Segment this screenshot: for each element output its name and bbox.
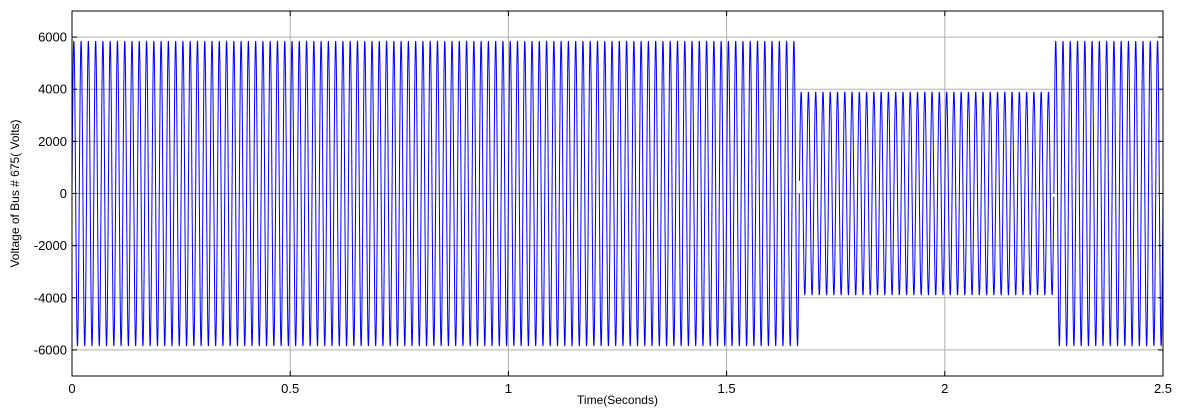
voltage-series-segment bbox=[798, 91, 1055, 296]
y-axis-label: Voltage of Bus # 675( Volts) bbox=[8, 119, 22, 267]
y-tick-label: -2000 bbox=[34, 238, 67, 253]
x-axis-label: Time(Seconds) bbox=[577, 393, 658, 407]
y-tick-label: 0 bbox=[60, 186, 67, 201]
y-tick-label: -4000 bbox=[34, 290, 67, 305]
x-tick-label: 1 bbox=[505, 381, 512, 396]
y-tick-label: 6000 bbox=[38, 30, 67, 45]
voltage-series-segment bbox=[71, 40, 800, 347]
tick-layer: 0 0.5 1 1.5 2 2.5 -6000 -4000 -2000 0 2000 4000 6000 bbox=[34, 11, 1172, 396]
x-tick-label: 1.5 bbox=[718, 381, 736, 396]
y-tick-label: 4000 bbox=[38, 82, 67, 97]
x-tick-label: 2 bbox=[941, 381, 948, 396]
x-tick-label: 2.5 bbox=[1154, 381, 1172, 396]
series-layer bbox=[71, 40, 1164, 347]
voltage-series-segment bbox=[1053, 40, 1164, 347]
x-tick-label: 0.5 bbox=[281, 381, 299, 396]
x-tick-label: 0 bbox=[68, 381, 75, 396]
y-tick-label: -6000 bbox=[34, 342, 67, 357]
y-tick-label: 2000 bbox=[38, 134, 67, 149]
